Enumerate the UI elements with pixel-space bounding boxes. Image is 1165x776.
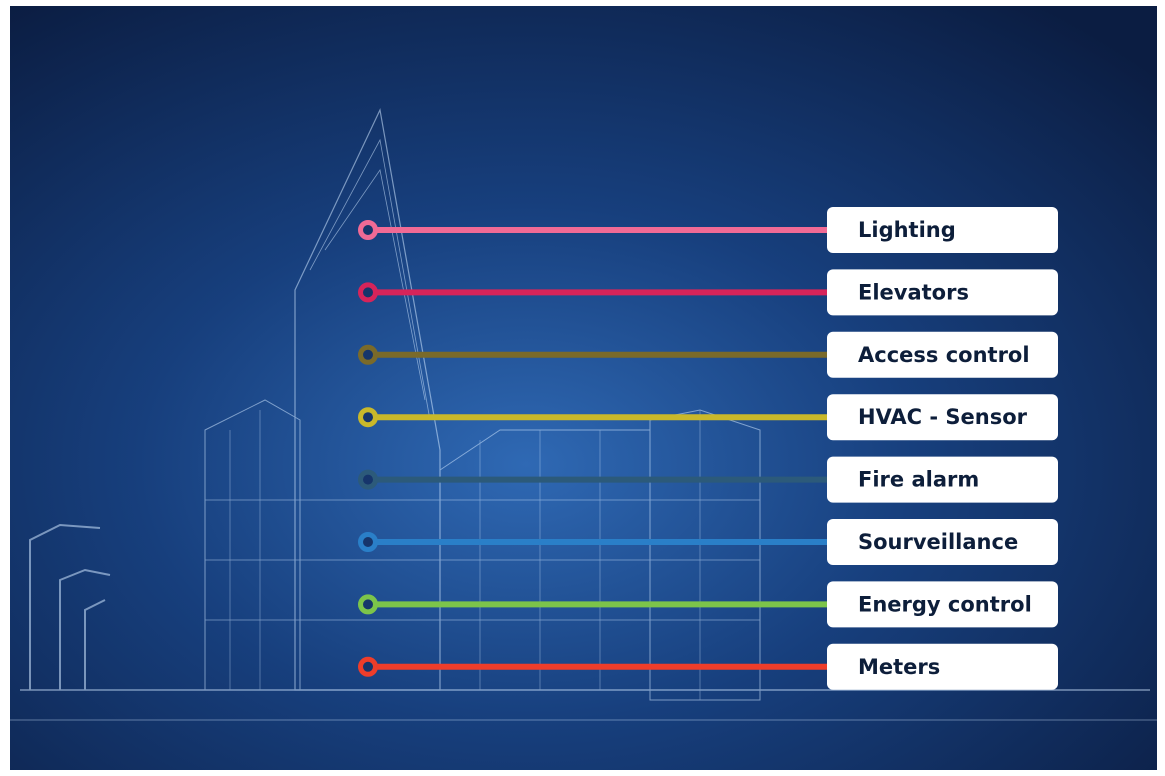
label-box bbox=[827, 643, 1058, 690]
background bbox=[10, 6, 1157, 770]
label-text: Energy control bbox=[858, 592, 1032, 616]
label-text: Elevators bbox=[858, 280, 969, 304]
label-text: Fire alarm bbox=[858, 468, 979, 492]
label-box bbox=[827, 269, 1058, 316]
connector-node bbox=[358, 594, 378, 615]
connector-node bbox=[358, 532, 378, 552]
callout-list: Lighting Elevators Access control HVAC - Se… bbox=[358, 207, 1058, 690]
label-text: Lighting bbox=[858, 218, 956, 242]
building-wireframe bbox=[10, 108, 1157, 721]
label-box bbox=[827, 456, 1058, 503]
label-box bbox=[827, 207, 1058, 253]
connector-node bbox=[358, 656, 378, 677]
connector-node bbox=[358, 282, 378, 303]
connector-node bbox=[358, 469, 378, 490]
connector-node bbox=[358, 220, 378, 240]
connector-node bbox=[358, 344, 378, 365]
label-text: Access control bbox=[858, 343, 1030, 367]
label-box bbox=[827, 519, 1058, 565]
label-text: Sourveillance bbox=[858, 530, 1018, 554]
label-box bbox=[827, 331, 1058, 378]
label-text: HVAC - Sensor bbox=[858, 405, 1028, 429]
label-box bbox=[827, 581, 1058, 628]
connector-node bbox=[358, 407, 378, 428]
label-box bbox=[827, 394, 1058, 441]
label-text: Meters bbox=[858, 655, 940, 679]
